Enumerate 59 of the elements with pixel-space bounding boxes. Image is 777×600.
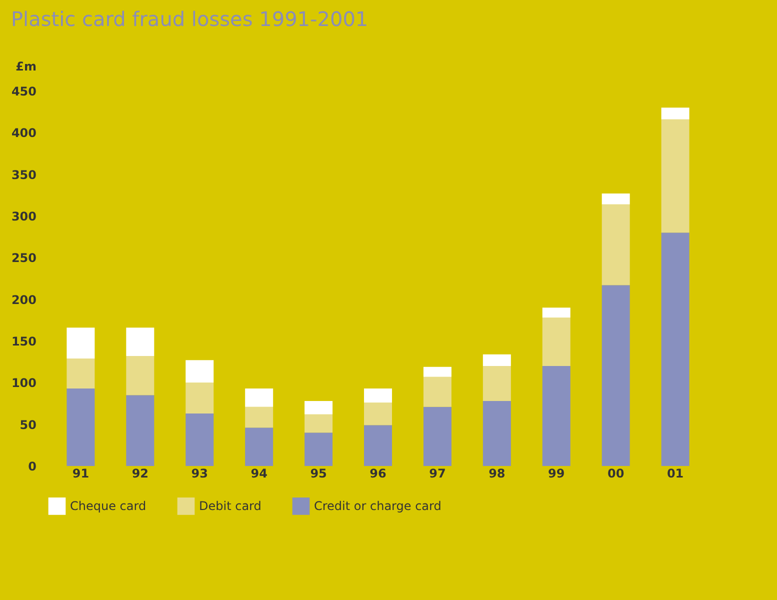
legend-label: Debit card	[199, 499, 262, 514]
y-tick-label: 150	[11, 334, 36, 348]
bar	[661, 232, 690, 466]
legend-label: Cheque card	[70, 499, 146, 514]
bar	[661, 119, 690, 233]
bar	[66, 328, 95, 358]
x-tick-label: 91	[72, 466, 90, 480]
y-tick-label: 100	[11, 376, 36, 390]
y-tick-label: 200	[11, 292, 36, 307]
bar	[364, 402, 392, 426]
x-tick-label: 00	[607, 466, 624, 480]
bar	[126, 328, 154, 356]
bar	[602, 285, 630, 466]
y-tick-label: 50	[20, 418, 36, 432]
bar	[482, 401, 511, 466]
bar	[482, 366, 511, 401]
bar	[186, 414, 214, 466]
x-tick-label: 93	[191, 466, 208, 480]
y-tick-label: 400	[11, 126, 36, 140]
bar	[126, 395, 154, 466]
bar	[66, 388, 95, 466]
bar	[542, 318, 570, 366]
bar	[423, 366, 452, 377]
bar	[542, 308, 570, 318]
bar	[66, 358, 95, 388]
bar	[423, 376, 452, 407]
x-tick-label: 94	[250, 466, 268, 480]
bar	[245, 428, 274, 466]
y-tick-label: 250	[11, 251, 36, 266]
bar	[542, 366, 570, 466]
x-tick-label: 01	[666, 466, 684, 480]
bar	[245, 388, 274, 407]
y-tick-label: 450	[11, 84, 36, 98]
bar	[602, 194, 630, 204]
bar	[364, 425, 392, 466]
bar	[186, 382, 214, 414]
x-tick-label: 97	[429, 466, 446, 480]
y-tick-label: 300	[11, 210, 36, 224]
x-tick-label: 98	[488, 466, 506, 480]
legend-label: Credit or charge card	[314, 499, 442, 514]
bar	[186, 360, 214, 383]
x-tick-label: 96	[370, 466, 386, 480]
bar	[602, 204, 630, 286]
bar	[245, 406, 274, 428]
x-tick-label: 92	[132, 466, 149, 480]
bar	[304, 401, 333, 414]
y-axis-title: £m	[16, 60, 36, 74]
bar	[304, 432, 333, 466]
y-tick-label: 0	[28, 460, 36, 474]
y-tick-label: 350	[11, 168, 36, 182]
bar	[304, 414, 333, 433]
bar	[126, 356, 154, 396]
bar	[482, 354, 511, 366]
x-tick-label: 99	[548, 466, 565, 480]
bar	[661, 108, 690, 120]
bar	[423, 406, 452, 466]
bar	[364, 388, 392, 403]
chart-title: Plastic card fraud losses 1991-2001	[10, 7, 368, 31]
x-tick-label: 95	[310, 466, 327, 480]
